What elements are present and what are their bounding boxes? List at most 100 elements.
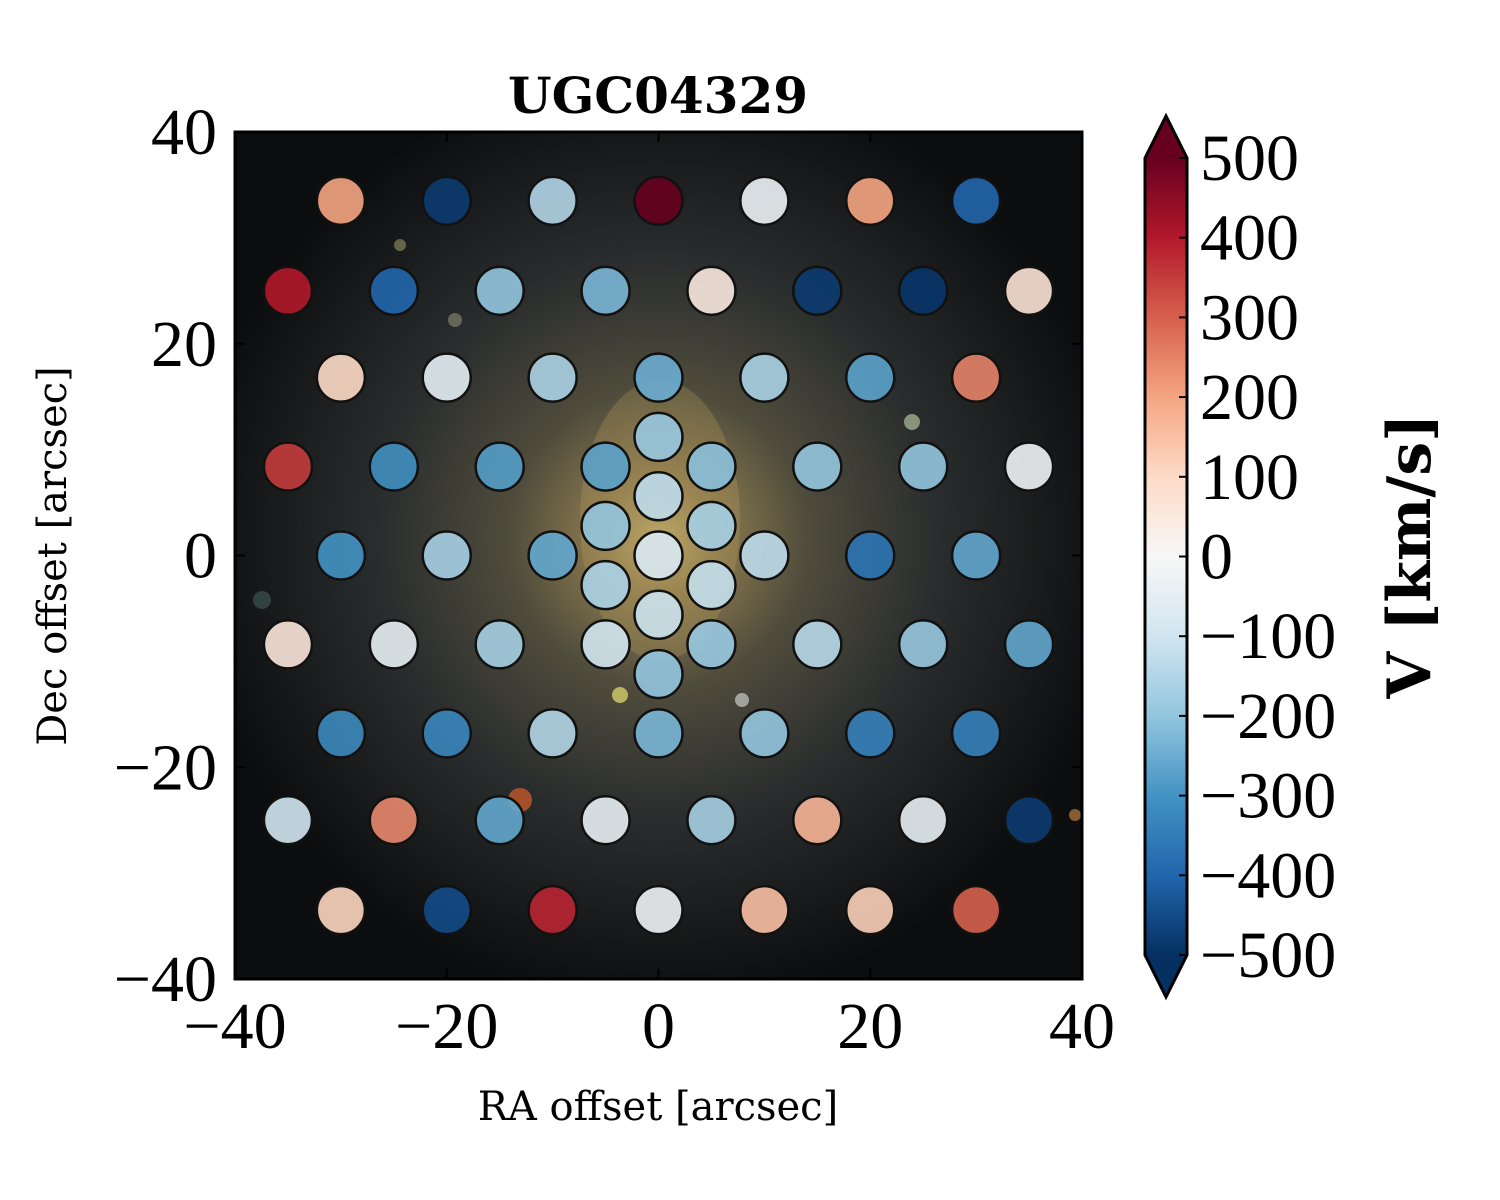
- spaxel-point: [686, 500, 737, 552]
- colorbar-tick-label: −100: [1200, 600, 1336, 673]
- spaxel-point: [633, 175, 684, 227]
- spaxel-point: [262, 794, 314, 846]
- x-tick-label: 20: [837, 990, 903, 1063]
- spaxel-point: [1003, 441, 1055, 492]
- spaxel-point: [1003, 619, 1055, 670]
- spaxel-point: [633, 352, 684, 403]
- colorbar-label: V [km/s]: [1375, 414, 1445, 700]
- spaxel-point: [950, 530, 1002, 581]
- chart-title: UGC04329: [508, 66, 808, 125]
- spaxel-point: [897, 265, 949, 317]
- spaxel-point: [792, 441, 843, 492]
- colorbar-tick-label: 400: [1200, 202, 1299, 275]
- spaxel-point: [845, 884, 896, 936]
- spaxel-point: [897, 619, 949, 670]
- spaxel-point: [421, 884, 472, 936]
- spaxel-point: [580, 559, 631, 611]
- spaxel-point: [262, 441, 314, 492]
- x-tick-label: −40: [183, 990, 286, 1063]
- spaxel-point: [739, 175, 790, 227]
- y-tick-label: −20: [114, 731, 217, 804]
- spaxel-points: [262, 175, 1055, 936]
- spaxel-point: [739, 352, 790, 403]
- spaxel-point: [527, 352, 578, 403]
- spaxel-point: [633, 470, 684, 522]
- colorbar-tick-label: −200: [1200, 680, 1336, 753]
- spaxel-point: [633, 589, 684, 641]
- spaxel-point: [421, 352, 472, 403]
- spaxel-point: [368, 441, 420, 492]
- spaxel-point: [315, 352, 367, 403]
- spaxel-point: [686, 441, 737, 492]
- spaxel-point: [262, 265, 314, 317]
- spaxel-point: [897, 441, 949, 492]
- spaxel-point: [1003, 265, 1055, 317]
- spaxel-point: [950, 884, 1002, 936]
- spaxel-point: [262, 619, 314, 670]
- spaxel-point: [368, 265, 420, 317]
- spaxel-point: [580, 619, 631, 670]
- spaxel-point: [527, 884, 578, 936]
- x-tick-label: −20: [395, 990, 498, 1063]
- spaxel-point: [792, 619, 843, 670]
- spaxel-point: [580, 265, 631, 317]
- spaxel-point: [950, 175, 1002, 227]
- spaxel-point: [421, 530, 472, 581]
- spaxel-point: [633, 648, 684, 700]
- spaxel-point: [686, 794, 737, 846]
- spaxel-point: [739, 884, 790, 936]
- spaxel-point: [739, 530, 790, 581]
- spaxel-point: [315, 708, 367, 759]
- spaxel-point: [474, 265, 525, 317]
- y-tick-label: 20: [151, 308, 217, 381]
- spaxel-point: [368, 619, 420, 670]
- spaxel-point: [474, 794, 525, 846]
- spaxel-point: [950, 708, 1002, 759]
- spaxel-point: [421, 175, 472, 227]
- y-tick-label: −40: [114, 943, 217, 1016]
- spaxel-point: [845, 708, 896, 759]
- colorbar-tick-label: −300: [1200, 760, 1336, 833]
- x-tick-label: 0: [642, 990, 675, 1063]
- spaxel-point: [897, 794, 949, 846]
- spaxel-point: [580, 441, 631, 492]
- spaxel-point: [368, 794, 420, 846]
- colorbar-tick-label: 500: [1200, 122, 1299, 195]
- colorbar-tick-label: 100: [1200, 441, 1299, 514]
- spaxel-point: [845, 352, 896, 403]
- spaxel-point: [527, 708, 578, 759]
- spaxel-point: [739, 708, 790, 759]
- spaxel-point: [633, 411, 684, 463]
- spaxel-point: [474, 441, 525, 492]
- spaxel-point: [315, 884, 367, 936]
- spaxel-point: [580, 500, 631, 552]
- spaxel-point: [527, 530, 578, 581]
- spaxel-point: [686, 619, 737, 670]
- y-axis-label: Dec offset [arcsec]: [30, 366, 76, 746]
- spaxel-point: [686, 559, 737, 611]
- spaxel-point: [633, 530, 684, 581]
- axis-ticks: −40 −20 0 20 40 −40 −20 0 20 40: [114, 96, 1115, 1063]
- x-axis-label: RA offset [arcsec]: [478, 1084, 838, 1130]
- colorbar-tick-label: −500: [1200, 919, 1336, 992]
- spaxel-point: [792, 265, 843, 317]
- spaxel-point: [421, 708, 472, 759]
- colorbar-tick-label: 200: [1200, 361, 1299, 434]
- colorbar-tick-label: −400: [1200, 839, 1336, 912]
- y-tick-label: 40: [151, 96, 217, 169]
- colorbar-tick-label: 0: [1200, 521, 1233, 594]
- spaxel-point: [792, 794, 843, 846]
- spaxel-point: [474, 619, 525, 670]
- spaxel-point: [1003, 794, 1055, 846]
- spaxel-point: [633, 708, 684, 759]
- spaxel-point: [315, 175, 367, 227]
- spaxel-point: [845, 530, 896, 581]
- spaxel-point: [580, 794, 631, 846]
- colorbar-tick-label: 300: [1200, 281, 1299, 354]
- spaxel-point: [527, 175, 578, 227]
- spaxel-point: [950, 352, 1002, 403]
- x-tick-label: 40: [1049, 990, 1115, 1063]
